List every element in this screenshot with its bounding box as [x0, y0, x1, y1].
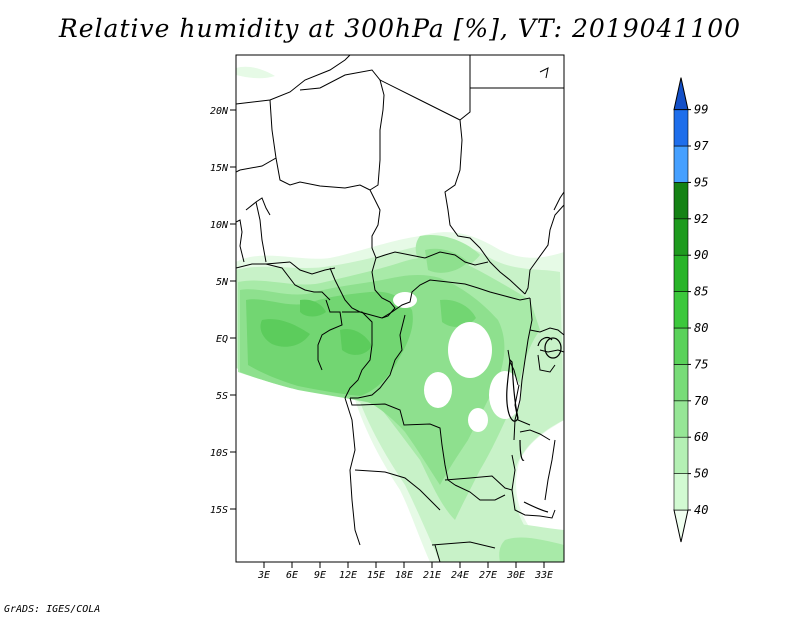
colorbar-label: 97: [694, 139, 709, 153]
colorbar-label: 85: [694, 285, 708, 299]
colorbar-swatch: [673, 473, 689, 511]
colorbar-label: 80: [694, 321, 708, 335]
colorbar-swatch: [673, 109, 689, 147]
lon-label: 6E: [286, 570, 298, 581]
lon-axis: 3E 6E 9E 12E 15E 18E 21E 24E 27E 30E 33E: [257, 562, 553, 581]
map-figure: 20N 15N 10N 5N EQ 5S 10S 15S 3E 6E 9E 12…: [210, 54, 709, 581]
colorbar-bottom-arrow: [673, 509, 689, 543]
lat-label: 15S: [210, 505, 228, 516]
colorbar-swatch: [673, 182, 689, 220]
colorbar-top-arrow: [673, 77, 689, 111]
lon-label: 24E: [451, 570, 469, 581]
lat-label: 10S: [210, 448, 228, 459]
lat-label: 5S: [216, 391, 228, 402]
colorbar-label: 92: [694, 212, 708, 226]
map-title: Relative humidity at 300hPa [%], VT: 201…: [58, 14, 742, 43]
lon-label: 9E: [314, 570, 326, 581]
colorbar: 40 50 60 70 75 80 85 90 92 95 97 99: [673, 77, 709, 543]
colorbar-label: 90: [694, 248, 708, 262]
colorbar-swatch: [673, 145, 689, 183]
lat-label: 10N: [210, 220, 229, 231]
colorbar-swatch: [673, 291, 689, 329]
colorbar-swatch: [673, 364, 689, 402]
lat-axis: 20N 15N 10N 5N EQ 5S 10S 15S: [210, 106, 236, 516]
grads-credit: GrADS: IGES/COLA: [4, 604, 101, 615]
lat-label: 15N: [210, 163, 229, 174]
colorbar-label: 75: [694, 357, 708, 371]
colorbar-swatch: [673, 400, 689, 438]
lon-label: 3E: [257, 570, 270, 581]
lakes: [506, 336, 562, 513]
colorbar-label: 50: [694, 467, 708, 481]
lon-label: 33E: [534, 570, 553, 581]
colorbar-label: 40: [694, 503, 708, 517]
colorbar-label: 70: [694, 394, 708, 408]
map-frame: [235, 54, 565, 563]
lat-label: 5N: [216, 277, 229, 288]
lat-label: EQ: [216, 334, 228, 345]
country-borders: [236, 55, 564, 562]
colorbar-swatch: [673, 327, 689, 365]
colorbar-swatch: [673, 436, 689, 474]
humidity-shading: [236, 66, 564, 562]
lon-label: 12E: [339, 570, 357, 581]
lon-label: 30E: [506, 570, 525, 581]
colorbar-label: 99: [694, 103, 708, 117]
colorbar-swatch: [673, 254, 689, 292]
lon-label: 27E: [479, 570, 497, 581]
lon-label: 18E: [395, 570, 413, 581]
colorbar-label: 95: [694, 175, 708, 189]
lat-label: 20N: [210, 106, 229, 117]
lon-label: 21E: [423, 570, 441, 581]
colorbar-label: 60: [694, 430, 708, 444]
lon-label: 15E: [367, 570, 385, 581]
colorbar-swatch: [673, 218, 689, 256]
